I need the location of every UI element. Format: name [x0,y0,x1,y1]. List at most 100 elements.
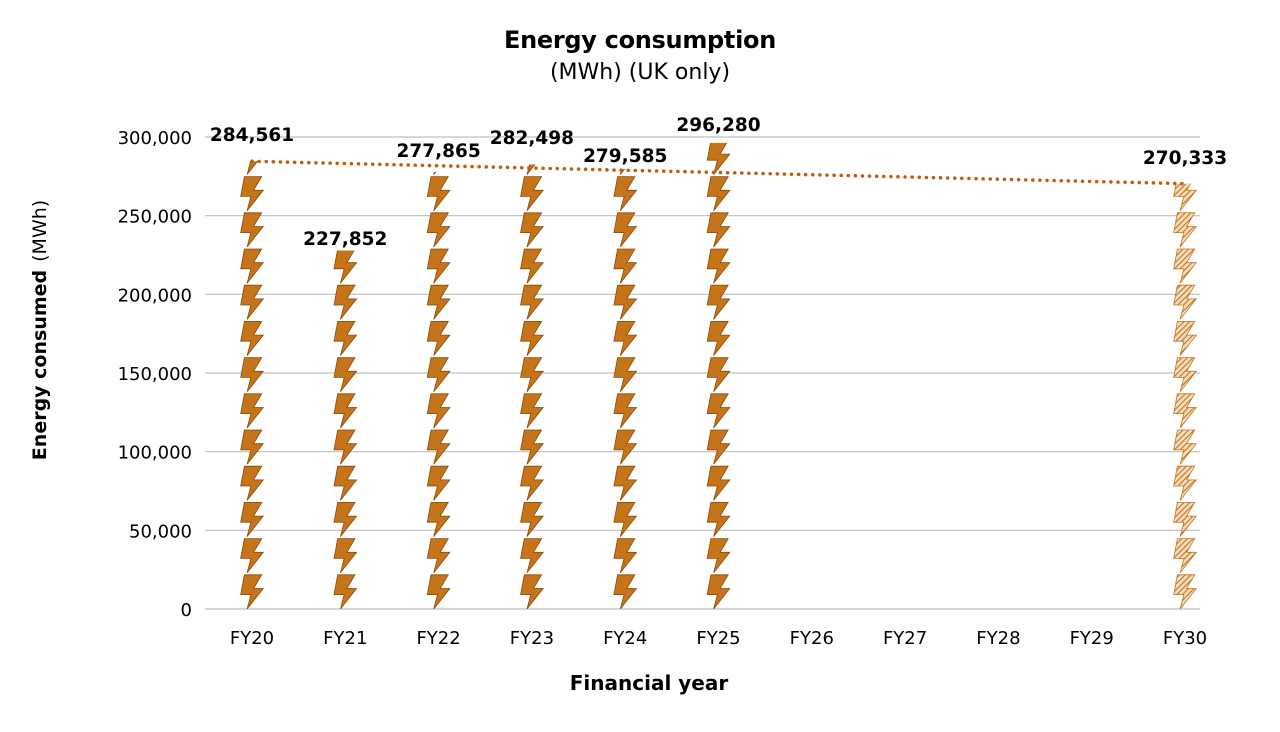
bar-FY23 [520,164,545,610]
bar-segment [333,357,358,393]
bar-segment [426,284,451,320]
bar-segment [240,284,265,320]
bar-segment [613,321,638,356]
bar-segment [520,429,545,465]
bar-segment [520,574,545,610]
bar-FY20 [240,161,265,610]
bar-segment [333,429,358,465]
y-tick-label: 250,000 [118,207,192,228]
bar-segment [240,574,265,610]
bar-segment [613,176,638,212]
bar-segment [1173,465,1198,501]
bar-segment [433,171,437,175]
x-tick-label: FY24 [603,628,647,649]
bar-segment [1173,538,1198,574]
bar-segment [426,248,451,284]
data-label: 277,865 [396,141,480,162]
x-tick-label: FY22 [416,628,460,649]
bar-FY24 [613,169,638,610]
bar-segment [706,142,731,175]
bar-segment [706,429,731,465]
bar-segment [613,357,638,393]
bar-segment [240,248,265,284]
data-label: 270,333 [1143,148,1227,169]
bar-segment [426,357,451,393]
y-axis-title: Energy consumed (MWh) [29,200,51,460]
bar-segment [246,161,259,175]
bar-FY30 [1173,183,1198,610]
trend-line [250,159,1187,186]
bar-segment [426,429,451,465]
x-axis-title: Financial year [570,671,729,695]
bar-segment [1173,357,1198,393]
bar-segment [426,538,451,574]
bar-segment [426,574,451,610]
bar-segment [240,465,265,501]
bar-segment [613,393,638,429]
bar-segment [520,538,545,574]
bar-segment [426,176,451,212]
bar-segment [426,465,451,501]
bar-segment [426,502,451,537]
bar-segment [1173,212,1198,248]
bar-segment [613,465,638,501]
y-axis-title-main: Energy consumed [29,270,51,460]
data-label: 296,280 [676,115,760,136]
bar-segment [613,284,638,320]
x-tick-label: FY25 [696,628,740,649]
bar-segment [1173,284,1198,320]
bar-segment [1173,502,1198,537]
x-tick-label: FY30 [1163,628,1207,649]
y-tick-label: 150,000 [118,364,192,385]
bar-segment [240,393,265,429]
bar-segment [613,429,638,465]
bar-segment [520,321,545,356]
bar-segment [426,321,451,356]
y-tick-label: 200,000 [118,285,192,306]
chart-subtitle: (MWh) (UK only) [549,60,731,85]
bar-FY22 [426,171,451,610]
bar-segment [333,393,358,429]
bar-segment [706,357,731,393]
x-tick-label: FY28 [976,628,1020,649]
bar-segment [526,164,536,175]
bar-segment [706,465,731,501]
bar-FY21 [333,250,358,610]
x-tick-label: FY26 [790,628,834,649]
bar-segment [706,538,731,574]
bar-segment [613,248,638,284]
bar-segment [333,321,358,356]
chart-title: Energy consumption [503,26,776,54]
bar-segment [706,212,731,248]
bar-segment [520,212,545,248]
y-tick-label: 50,000 [129,521,192,542]
bar-segment [613,538,638,574]
bar-segment [333,465,358,501]
bar-segment [619,169,626,175]
bar-segment [706,574,731,610]
bar-segment [333,502,358,537]
data-label: 284,561 [210,125,294,146]
bar-segment [613,574,638,610]
bar-segment [333,250,358,284]
x-tick-label: FY29 [1070,628,1114,649]
bar-segment [1173,574,1198,610]
bar-segment [520,248,545,284]
x-tick-label: FY27 [883,628,927,649]
bar-segment [240,357,265,393]
bar-segment [240,502,265,537]
bar-segment [706,248,731,284]
y-tick-label: 300,000 [118,128,192,149]
bar-segment [333,284,358,320]
bar-segment [520,465,545,501]
bar-FY25 [706,142,731,610]
bar-segment [333,538,358,574]
bar-segment [520,357,545,393]
data-label: 282,498 [490,128,574,149]
bar-segment [240,176,265,212]
bar-segment [240,321,265,356]
bar-segment [240,212,265,248]
data-label: 227,852 [303,229,387,250]
bar-segment [520,284,545,320]
